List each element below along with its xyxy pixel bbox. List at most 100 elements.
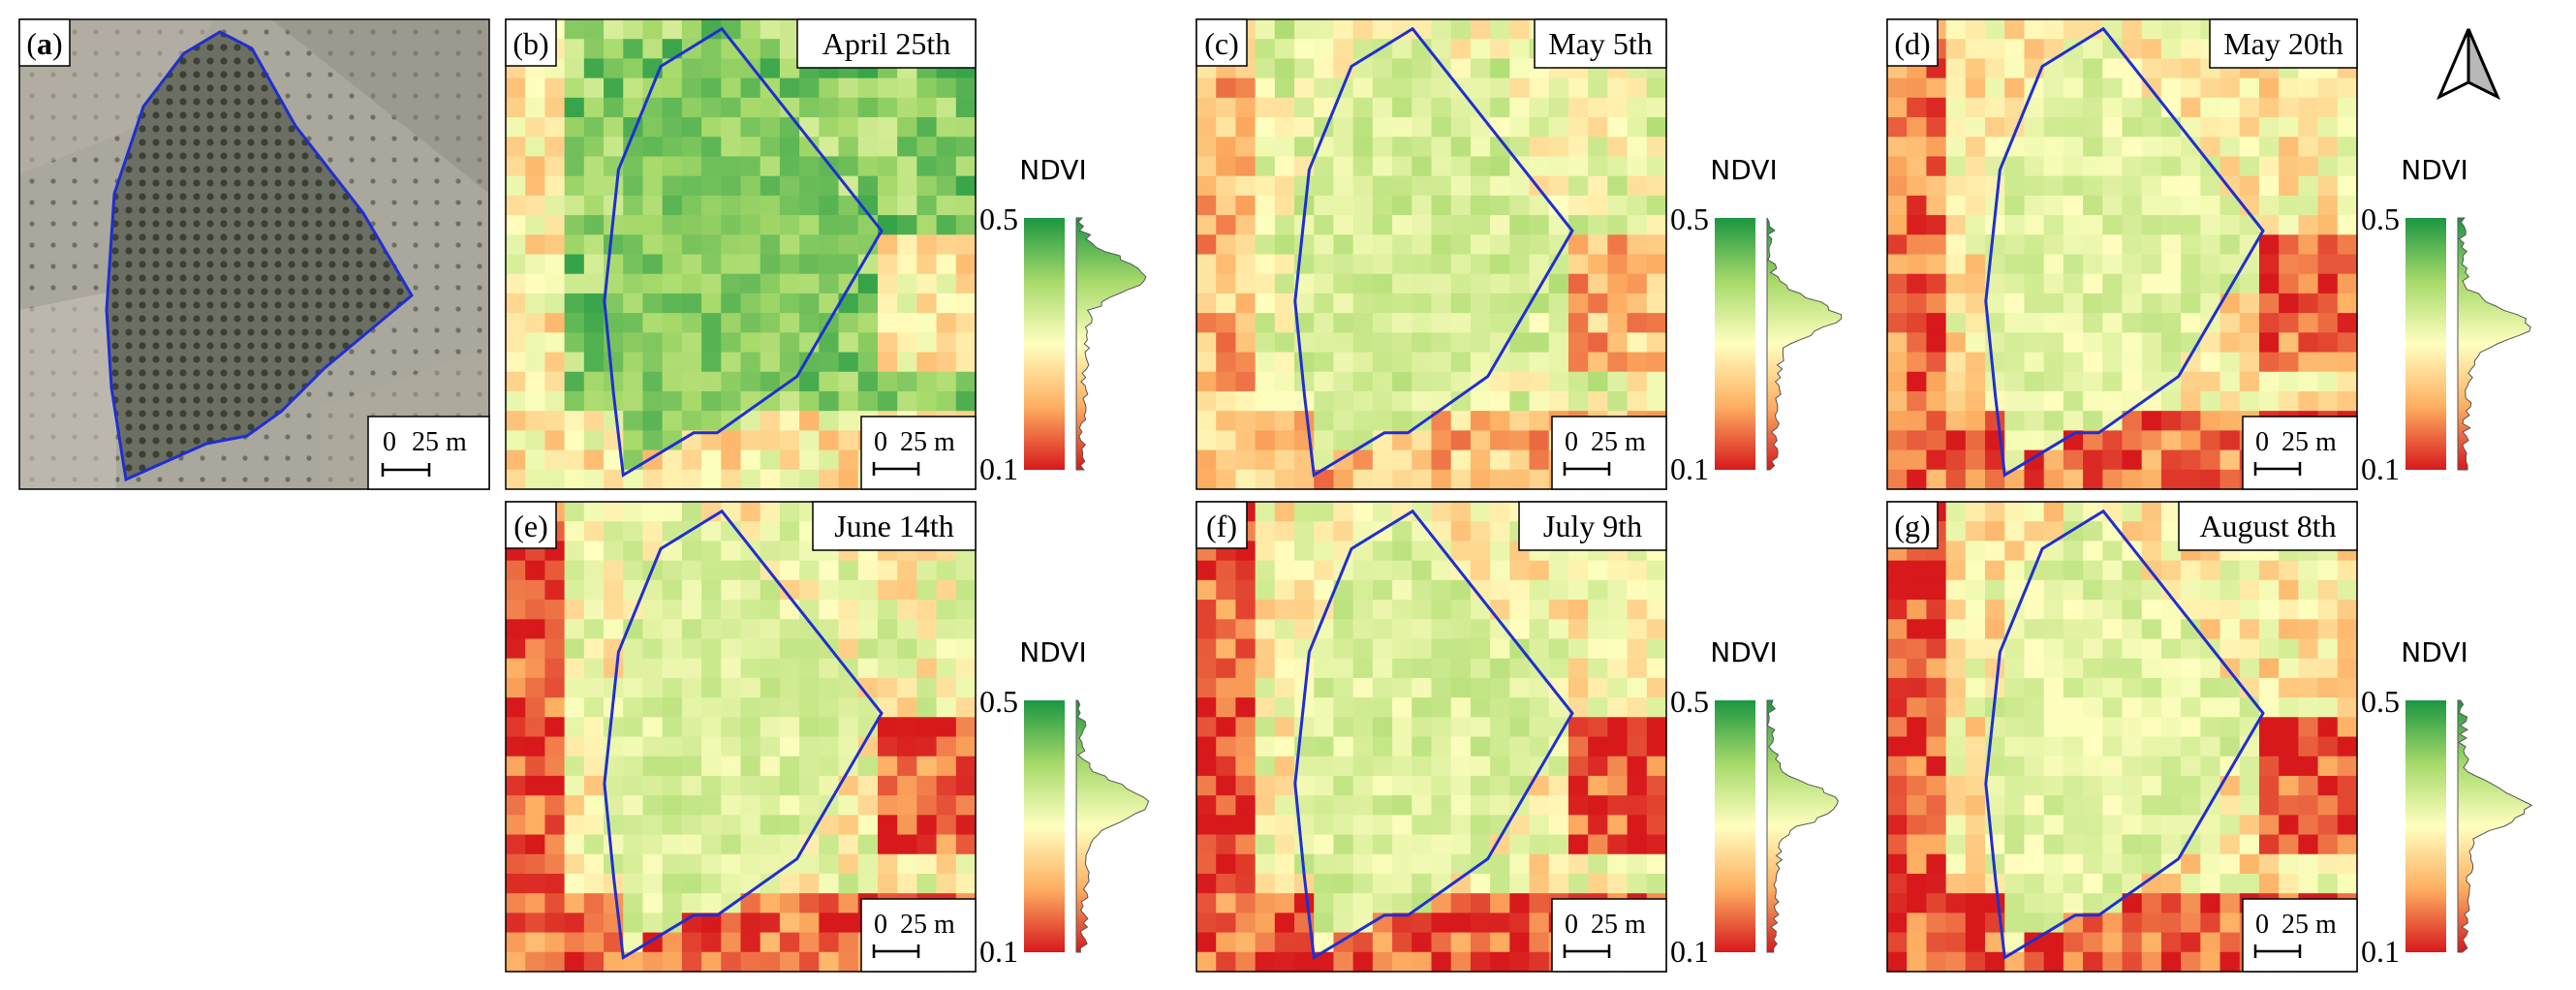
- panel-g-label: (g): [1886, 501, 1939, 549]
- raster-cell: [1907, 619, 1928, 640]
- raster-cell: [1548, 117, 1569, 138]
- raster-cell: [721, 254, 742, 275]
- raster-cell: [2083, 873, 2103, 894]
- raster-cell: [936, 560, 957, 581]
- raster-cell: [2063, 352, 2084, 373]
- raster-cell: [2102, 449, 2124, 471]
- raster-cell: [1294, 795, 1315, 816]
- raster-cell: [2181, 58, 2201, 79]
- raster-cell: [877, 175, 898, 197]
- raster-cell: [1548, 293, 1569, 314]
- raster-cell: [1470, 117, 1491, 138]
- raster-cell: [642, 156, 664, 177]
- raster-cell: [2258, 834, 2280, 855]
- raster-cell: [2083, 254, 2103, 275]
- raster-cell: [583, 352, 605, 373]
- raster-cell: [1255, 352, 1276, 373]
- raster-cell: [1926, 677, 1947, 698]
- raster-cell: [857, 175, 879, 197]
- raster-cell: [2141, 834, 2162, 855]
- raster-cell: [1926, 600, 1947, 620]
- raster-cell: [1255, 313, 1276, 333]
- raster-cell: [1412, 600, 1433, 620]
- svg-text:0.5: 0.5: [979, 201, 1018, 236]
- raster-cell: [2337, 371, 2358, 392]
- raster-cell: [740, 932, 761, 953]
- raster-cell: [2337, 215, 2358, 235]
- raster-cell: [1588, 273, 1608, 294]
- raster-cell: [1965, 77, 1986, 99]
- raster-cell: [779, 521, 800, 542]
- raster-cell: [2102, 156, 2124, 177]
- raster-cell: [2083, 58, 2103, 79]
- raster-cell: [916, 77, 938, 99]
- raster-cell: [2043, 677, 2064, 698]
- raster-cell: [2024, 371, 2045, 392]
- raster-cell: [1907, 352, 1928, 373]
- raster-cell: [1907, 313, 1928, 333]
- raster-cell: [1490, 736, 1510, 758]
- raster-cell: [1352, 175, 1374, 197]
- raster-cell: [799, 600, 820, 620]
- raster-cell: [1607, 390, 1629, 412]
- raster-cell: [877, 137, 898, 158]
- raster-cell: [662, 58, 683, 79]
- raster-cell: [1965, 97, 1986, 118]
- raster-cell: [662, 619, 683, 640]
- raster-cell: [2063, 117, 2084, 138]
- raster-cell: [1607, 579, 1629, 601]
- raster-cell: [2141, 234, 2162, 256]
- raster-cell: [1235, 371, 1257, 392]
- raster-cell: [662, 137, 683, 158]
- raster-cell: [1352, 619, 1374, 640]
- raster-cell: [1887, 117, 1908, 138]
- raster-cell: [2004, 293, 2026, 314]
- raster-cell: [2141, 313, 2162, 333]
- raster-cell: [1627, 717, 1648, 738]
- raster-cell: [936, 697, 957, 718]
- raster-cell: [1490, 371, 1510, 392]
- raster-cell: [1314, 215, 1335, 235]
- raster-cell: [604, 756, 624, 777]
- raster-cell: [2024, 775, 2045, 796]
- raster-cell: [877, 736, 898, 758]
- raster-cell: [2004, 39, 2026, 60]
- raster-cell: [701, 560, 722, 581]
- raster-cell: [2219, 913, 2241, 934]
- raster-cell: [1314, 97, 1335, 118]
- raster-cell: [1588, 834, 1608, 855]
- raster-cell: [1255, 541, 1276, 562]
- raster-cell: [2160, 579, 2182, 601]
- raster-cell: [623, 619, 644, 640]
- raster-cell: [2122, 254, 2143, 275]
- raster-cell: [564, 541, 585, 562]
- raster-cell: [1274, 502, 1295, 522]
- raster-cell: [1372, 541, 1393, 562]
- raster-cell: [1372, 736, 1393, 758]
- raster-cell: [1627, 97, 1648, 118]
- raster-cell: [2160, 137, 2182, 158]
- raster-cell: [525, 815, 546, 836]
- raster-cell: [916, 117, 938, 138]
- raster-cell: [2004, 19, 2026, 40]
- raster-cell: [583, 560, 605, 581]
- raster-cell: [819, 619, 840, 640]
- raster-cell: [2317, 756, 2339, 777]
- raster-cell: [1216, 619, 1237, 640]
- raster-cell: [1274, 775, 1295, 796]
- raster-cell: [1567, 390, 1589, 412]
- raster-cell: [662, 873, 683, 894]
- raster-cell: [2317, 658, 2339, 679]
- raster-cell: [819, 430, 840, 451]
- raster-cell: [2337, 756, 2358, 777]
- raster-cell: [2141, 293, 2162, 314]
- raster-cell: [857, 579, 879, 601]
- raster-cell: [2122, 97, 2143, 118]
- raster-cell: [701, 873, 722, 894]
- raster-cell: [1548, 215, 1569, 235]
- raster-cell: [506, 371, 526, 392]
- raster-cell: [2317, 815, 2339, 836]
- raster-cell: [838, 215, 859, 235]
- raster-cell: [2083, 638, 2103, 660]
- raster-cell: [1372, 619, 1393, 640]
